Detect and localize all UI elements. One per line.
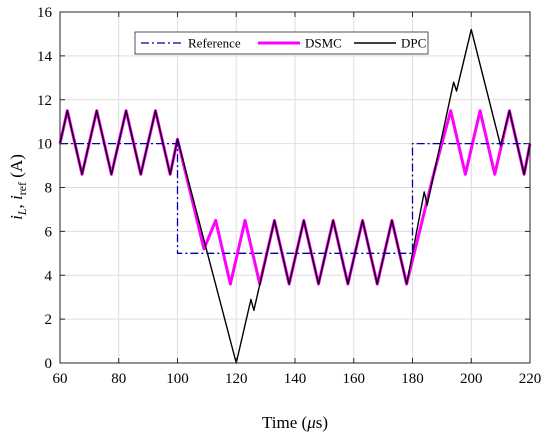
ticks: [59, 11, 531, 364]
x-tick-label: 100: [166, 371, 189, 387]
x-tick-label: 120: [225, 371, 248, 387]
y-tick-label: 14: [37, 49, 53, 65]
series-line-dpc: [59, 28, 531, 364]
series-layer: [58, 28, 532, 364]
y-tick-label: 4: [45, 268, 53, 284]
x-axis-label: Time (μs): [262, 413, 328, 432]
x-tick-label: 160: [343, 371, 366, 387]
y-tick-label: 6: [45, 224, 53, 240]
tick-labels: 60 80 100 120 140 160 180 200 220 0 2 4 6 8 10 12 14 16: [37, 5, 541, 387]
x-tick-label: 140: [284, 371, 307, 387]
y-tick-label: 12: [37, 93, 52, 109]
y-tick-label: 10: [37, 137, 52, 153]
y-tick-label: 0: [45, 356, 53, 372]
x-tick-label: 200: [460, 371, 483, 387]
y-tick-label: 16: [37, 5, 53, 21]
x-tick-label: 60: [53, 371, 68, 387]
x-tick-label: 180: [401, 371, 424, 387]
x-tick-label: 220: [519, 371, 542, 387]
y-tick-label: 8: [45, 181, 53, 197]
legend: Reference DSMC DPC: [134, 31, 429, 55]
legend-label-dsmc: DSMC: [305, 36, 342, 51]
series-line-reference: [60, 142, 530, 254]
legend-label-dpc: DPC: [401, 36, 426, 51]
y-axis-label: iL, iref (A): [7, 154, 29, 220]
legend-label-reference: Reference: [188, 36, 241, 51]
y-tick-label: 2: [45, 312, 53, 328]
x-tick-label: 80: [111, 371, 126, 387]
